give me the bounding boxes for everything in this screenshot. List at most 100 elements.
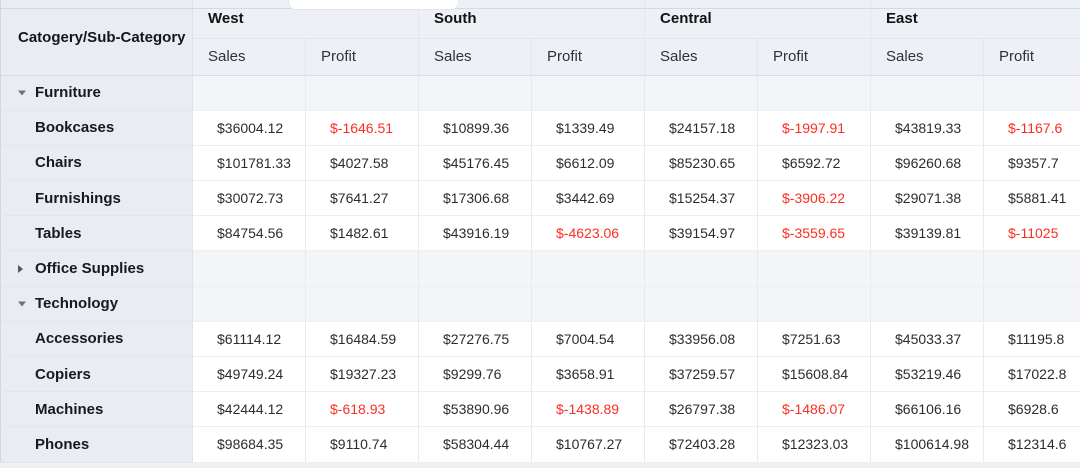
value-cell: $9110.74 [305, 426, 420, 463]
value-cell: $17306.68 [418, 180, 533, 217]
column-header-central-sales[interactable]: Sales [644, 38, 759, 76]
category-row-furniture: Furniture [0, 75, 1080, 111]
subcategory-row-machines: Machines $42444.12 $-618.93 $53890.96 $-1438… [0, 391, 1080, 428]
value-cell: $27276.75 [418, 321, 533, 358]
value-cell: $17022.8 [983, 356, 1080, 393]
column-header-south-sales[interactable]: Sales [418, 38, 533, 76]
value-cell: $24157.18 [644, 110, 759, 146]
collapse-triangle-icon[interactable] [18, 301, 26, 307]
row-label-cell-chairs[interactable]: Chairs [0, 145, 193, 182]
value-cell: $66106.16 [870, 391, 985, 428]
value-cell [644, 286, 759, 322]
value-cell: $19327.23 [305, 356, 420, 393]
value-cell [531, 286, 646, 322]
row-label-cell-accessories[interactable]: Accessories [0, 321, 193, 358]
value-cell [192, 286, 306, 322]
row-label-cell-technology[interactable]: Technology [0, 286, 193, 322]
value-cell: $49749.24 [192, 356, 306, 393]
row-label: Bookcases [35, 119, 115, 137]
subcategory-row-bookcases: Bookcases $36004.12 $-1646.51 $10899.36 $133… [0, 110, 1080, 146]
row-label-cell-machines[interactable]: Machines [0, 391, 193, 428]
value-cell: $-3906.22 [757, 180, 872, 217]
value-cell: $100614.98 [870, 426, 985, 463]
value-cell: $101781.33 [192, 145, 306, 182]
row-label: Furnishings [35, 189, 121, 207]
value-cell [870, 286, 985, 322]
region-header-row: Catogery/Sub-Category West South Central Ea… [0, 0, 1080, 76]
value-cell: $53890.96 [418, 391, 533, 428]
value-cell: $4027.58 [305, 145, 420, 182]
value-cell [305, 250, 420, 287]
value-cell: $10767.27 [531, 426, 646, 463]
value-cell [983, 75, 1080, 111]
value-cell [305, 286, 420, 322]
expand-triangle-icon[interactable] [18, 264, 23, 273]
value-cell: $85230.65 [644, 145, 759, 182]
value-cell: $43819.33 [870, 110, 985, 146]
column-header-east-profit[interactable]: Profit [983, 38, 1080, 76]
value-cell: $72403.28 [644, 426, 759, 463]
value-cell [757, 286, 872, 322]
value-cell: $53219.46 [870, 356, 985, 393]
value-cell: $84754.56 [192, 215, 306, 252]
row-label: Technology [35, 295, 119, 313]
value-cell: $-1438.89 [531, 391, 646, 428]
value-cell: $7251.63 [757, 321, 872, 358]
collapse-triangle-icon[interactable] [18, 90, 26, 96]
region-header-central[interactable]: Central [644, 0, 872, 39]
value-cell: $9357.7 [983, 145, 1080, 182]
column-header-west-sales[interactable]: Sales [192, 38, 306, 76]
value-cell: $12314.6 [983, 426, 1080, 463]
value-cell [305, 75, 420, 111]
subcategory-row-accessories: Accessories $61114.12 $16484.59 $27276.75 $7… [0, 321, 1080, 358]
measure-header-row: Sales Profit Sales Profit Sales Profit Sales Pr… [1, 38, 1080, 76]
category-row-technology: Technology [0, 286, 1080, 322]
value-cell [870, 250, 985, 287]
corner-header: Catogery/Sub-Category [0, 0, 193, 76]
value-cell: $33956.08 [644, 321, 759, 358]
column-header-west-profit[interactable]: Profit [305, 38, 420, 76]
subcategory-row-copiers: Copiers $49749.24 $19327.23 $9299.76 $3658.9… [0, 356, 1080, 393]
column-header-central-profit[interactable]: Profit [757, 38, 872, 76]
value-cell [192, 75, 306, 111]
row-label: Office Supplies [35, 260, 145, 278]
row-label-cell-copiers[interactable]: Copiers [0, 356, 193, 393]
value-cell: $-11025 [983, 215, 1080, 252]
row-label-cell-office-supplies[interactable]: Office Supplies [0, 250, 193, 287]
row-label: Phones [35, 435, 90, 453]
region-header-east[interactable]: East [870, 0, 1080, 39]
subcategory-row-phones: Phones $98684.35 $9110.74 $58304.44 $10767.2… [0, 426, 1080, 463]
row-label: Furniture [35, 84, 101, 102]
value-cell: $11195.8 [983, 321, 1080, 358]
subcategory-row-chairs: Chairs $101781.33 $4027.58 $45176.45 $6612.0… [0, 145, 1080, 182]
value-cell [644, 250, 759, 287]
row-label-cell-phones[interactable]: Phones [0, 426, 193, 463]
value-cell: $10899.36 [418, 110, 533, 146]
value-cell [644, 75, 759, 111]
value-cell: $15608.84 [757, 356, 872, 393]
value-cell: $42444.12 [192, 391, 306, 428]
value-cell: $36004.12 [192, 110, 306, 146]
value-cell: $9299.76 [418, 356, 533, 393]
row-label-cell-tables[interactable]: Tables [0, 215, 193, 252]
value-cell: $6928.6 [983, 391, 1080, 428]
value-cell: $37259.57 [644, 356, 759, 393]
value-cell: $96260.68 [870, 145, 985, 182]
row-label-cell-furniture[interactable]: Furniture [0, 75, 193, 111]
value-cell: $3658.91 [531, 356, 646, 393]
subcategory-row-tables: Tables $84754.56 $1482.61 $43916.19 $-4623.0… [0, 215, 1080, 252]
value-cell: $-618.93 [305, 391, 420, 428]
value-cell: $39154.97 [644, 215, 759, 252]
column-header-south-profit[interactable]: Profit [531, 38, 646, 76]
value-cell: $39139.81 [870, 215, 985, 252]
value-cell: $16484.59 [305, 321, 420, 358]
row-label-cell-furnishings[interactable]: Furnishings [0, 180, 193, 217]
value-cell: $1339.49 [531, 110, 646, 146]
value-cell: $-1486.07 [757, 391, 872, 428]
row-label-cell-bookcases[interactable]: Bookcases [0, 110, 193, 146]
value-cell [418, 75, 533, 111]
value-cell: $58304.44 [418, 426, 533, 463]
column-header-east-sales[interactable]: Sales [870, 38, 985, 76]
